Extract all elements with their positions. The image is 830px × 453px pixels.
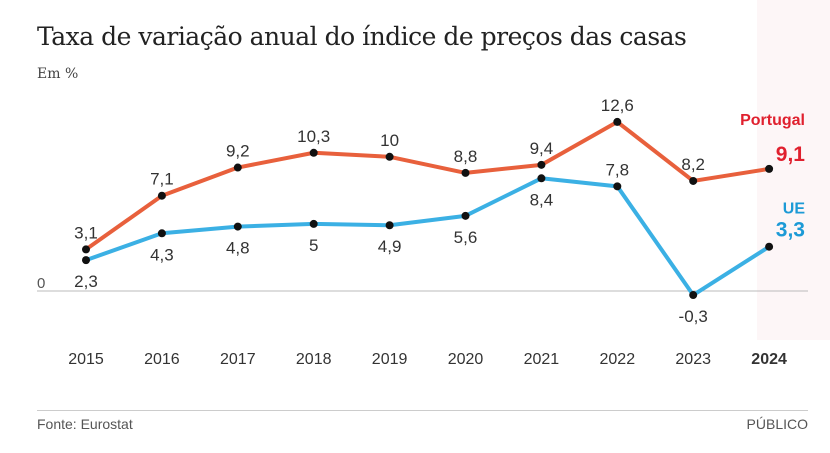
data-label-ue: 4,9 [378,237,402,256]
x-tick-label: 2021 [524,351,560,368]
end-value-label-ue: 3,3 [776,219,805,242]
data-point-portugal [689,176,698,185]
data-point-ue [157,229,166,238]
data-label-portugal: 9,2 [226,142,250,161]
x-tick-label: 2019 [372,351,408,368]
series-legend-ue: UE [783,201,806,218]
series-legend-portugal: Portugal [740,112,805,129]
data-point-portugal [385,152,394,161]
data-point-ue [82,256,90,265]
data-point-ue [689,291,698,300]
data-point-portugal [233,163,242,172]
data-label-portugal: 3,1 [74,223,98,242]
x-tick-label: 2017 [220,351,256,368]
data-point-ue [233,222,242,231]
x-tick-label: 2020 [448,351,484,368]
footer-divider [37,410,808,411]
x-tick-label: 2015 [68,351,104,368]
x-tick-label: 2022 [600,351,636,368]
series-line-portugal [84,119,770,252]
data-label-ue: 7,8 [605,160,629,179]
data-label-portugal: 10 [380,131,399,150]
data-label-portugal: 8,2 [681,155,705,174]
data-label-portugal: 9,4 [530,139,554,158]
data-label-portugal: 12,6 [601,96,634,115]
data-label-portugal: 7,1 [150,170,174,189]
y-tick-label-0: 0 [37,275,45,292]
x-tick-label: 2016 [144,351,180,368]
data-label-ue: 5 [309,236,318,255]
data-label-ue: 2,3 [74,272,98,291]
data-label-ue: 5,6 [454,228,478,247]
data-point-portugal [537,160,546,169]
data-label-ue: 8,4 [530,190,554,209]
chart-subtitle: Em % [37,66,79,82]
data-point-portugal [309,148,318,157]
data-label-ue: 4,3 [150,245,174,264]
data-label-ue: -0,3 [679,307,708,326]
data-point-ue [765,242,774,251]
data-point-ue [613,182,622,191]
x-tick-label: 2023 [675,351,711,368]
x-tick-label: 2024 [751,351,787,368]
data-point-ue [537,174,546,183]
data-label-ue: 4,8 [226,239,250,258]
data-label-portugal: 10,3 [297,127,330,146]
data-point-portugal [765,164,774,173]
data-point-ue [309,219,318,228]
data-label-portugal: 8,8 [454,147,478,166]
data-point-portugal [461,168,470,177]
chart-title: Taxa de variação anual do índice de preç… [37,22,687,51]
data-point-portugal [613,117,622,126]
publisher-brand: PÚBLICO [746,416,808,432]
data-point-portugal [82,245,90,254]
source-note: Fonte: Eurostat [37,416,133,432]
series-line-ue [85,176,771,298]
data-point-ue [461,211,470,220]
data-point-ue [385,221,394,230]
x-tick-label: 2018 [296,351,332,368]
data-point-portugal [157,191,166,200]
end-value-label-portugal: 9,1 [776,143,806,166]
